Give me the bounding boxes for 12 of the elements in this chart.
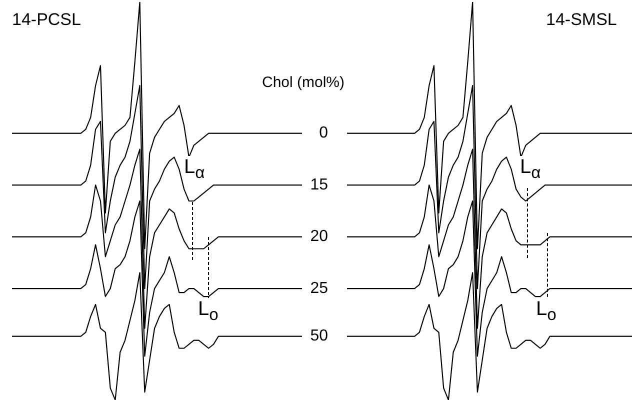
- series-label: 25: [310, 280, 328, 297]
- annotation: L$_{α}$: [184, 156, 205, 184]
- annotation: L$_{o}$: [536, 298, 556, 326]
- series-label: 20: [310, 228, 328, 246]
- annotation: L$_{o}$: [198, 298, 218, 326]
- series-label: 50: [310, 328, 328, 345]
- series-label: 15: [310, 176, 328, 194]
- text: 14-SMSL: [546, 10, 617, 30]
- text: 14-PCSL: [12, 10, 81, 30]
- legend-title: Chol (mol%): [262, 74, 345, 91]
- annotation: L$_{α}$: [520, 156, 541, 184]
- series-label: 0: [319, 124, 328, 142]
